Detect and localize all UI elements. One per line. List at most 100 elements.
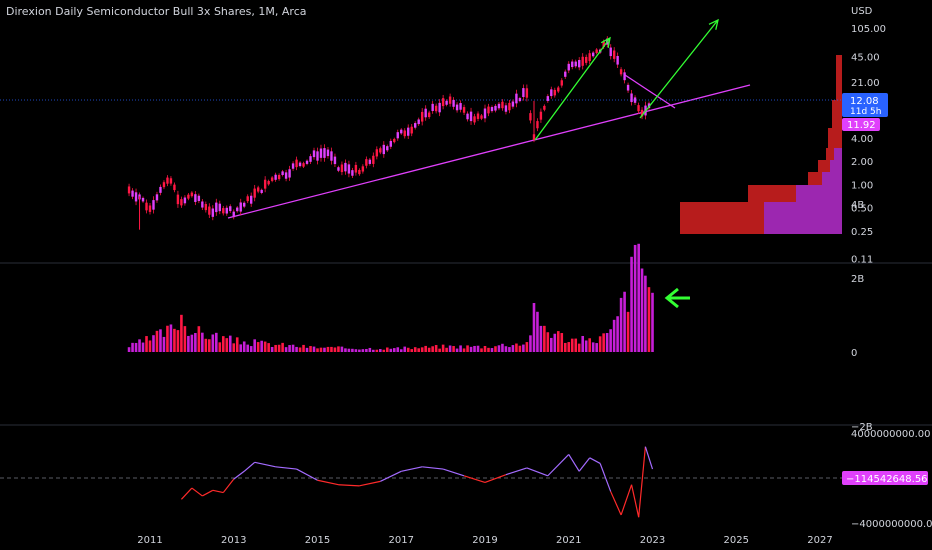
volume-bar: [434, 345, 438, 352]
candle-body: [400, 129, 403, 134]
second-price-tag: [842, 118, 880, 131]
volume-bar: [473, 345, 476, 352]
volume-tick-label: 2B: [851, 274, 864, 285]
candle-body: [567, 63, 570, 71]
volume-bar: [145, 336, 148, 352]
volume-bar: [525, 342, 529, 352]
volume-bar: [389, 348, 393, 352]
volume-bar: [410, 349, 414, 352]
volume-bar: [396, 347, 400, 352]
candle-body: [588, 53, 591, 62]
volume-profile-block: [836, 55, 842, 100]
candle-body: [518, 98, 522, 102]
volume-profile-block: [796, 185, 842, 202]
volume-bar: [326, 346, 330, 352]
price-tick-label: 4.00: [851, 134, 873, 145]
volume-bar: [651, 292, 654, 352]
volume-bar: [302, 344, 305, 352]
osc-segment: [599, 463, 612, 492]
volume-bar: [176, 330, 180, 352]
volume-bar: [563, 342, 567, 352]
candle-body: [466, 113, 469, 120]
candle-body: [427, 112, 431, 118]
candle-body: [546, 96, 550, 101]
volume-axis[interactable]: 4B 2B 0 −2B: [851, 200, 873, 433]
volume-bar: [208, 339, 211, 352]
volume-bar: [553, 333, 557, 352]
volume-bar: [162, 336, 166, 352]
time-tick-label: 2013: [221, 535, 246, 546]
candle-body: [354, 164, 358, 173]
candle-body: [222, 208, 225, 214]
osc-segment: [180, 487, 193, 500]
volume-bar: [539, 325, 543, 352]
candle-body: [508, 102, 511, 111]
volume-bar: [644, 275, 647, 352]
volume-bar: [626, 311, 630, 352]
arrow-annotations: [534, 18, 719, 309]
volume-bar: [277, 344, 281, 352]
price-tick-label: 45.00: [851, 52, 880, 63]
candle-body: [560, 80, 563, 86]
volume-bar: [194, 333, 197, 352]
candle-body: [211, 208, 215, 217]
candle-body: [187, 194, 190, 199]
time-tick-label: 2021: [556, 535, 581, 546]
volume-bar: [347, 348, 351, 352]
volume-bar: [354, 349, 358, 352]
green-arrow: [534, 37, 611, 141]
volume-bar: [605, 333, 609, 352]
volume-bar: [263, 341, 267, 352]
volume-bar: [323, 347, 326, 352]
osc-segment: [222, 478, 235, 493]
candle-body: [441, 98, 445, 107]
candle-body: [410, 126, 413, 134]
candle-body: [539, 111, 543, 120]
candle-body: [361, 166, 365, 172]
volume-bar: [201, 332, 204, 352]
candle-countdown: 11d 5h: [850, 107, 881, 117]
volume-bar: [256, 342, 260, 352]
osc-segment: [275, 466, 297, 470]
candle-body: [284, 172, 288, 179]
oscillator-axis[interactable]: 4000000000.00 −4000000000.00: [851, 429, 932, 530]
volume-bar: [173, 328, 176, 352]
volume-bar: [455, 348, 459, 352]
volume-bar: [420, 347, 424, 352]
volume-bar: [152, 335, 155, 352]
time-tick-label: 2015: [305, 535, 330, 546]
candle-body: [511, 101, 515, 107]
time-tick-label: 2023: [640, 535, 665, 546]
volume-profile-block: [834, 148, 842, 160]
candle-body: [448, 96, 452, 104]
candle-body: [225, 207, 228, 214]
volume-bar: [225, 338, 229, 352]
second-price-value: 11.92: [847, 120, 876, 131]
volume-bar: [633, 244, 637, 352]
candle-body: [469, 111, 473, 122]
osc-segment: [568, 454, 580, 472]
volume-bar: [508, 347, 511, 352]
price-tick-label: 1.00: [851, 180, 873, 191]
osc-segment: [296, 468, 318, 481]
time-axis[interactable]: 2011 2013 2015 2017 2019 2021 2023 2025 2027: [137, 535, 832, 546]
osc-value-tag: [842, 471, 928, 485]
price-tick-label: 0.25: [851, 227, 873, 238]
osc-segment: [243, 461, 256, 472]
candle-body: [536, 121, 539, 129]
candle-body: [183, 197, 187, 204]
volume-bar: [413, 347, 417, 352]
volume-bar: [640, 268, 644, 352]
volume-arrow-head: [664, 287, 679, 309]
osc-segment: [589, 457, 601, 464]
volume-bar: [379, 349, 382, 352]
volume-bar: [417, 348, 420, 352]
candle-body: [208, 206, 211, 215]
volume-bar: [466, 345, 469, 352]
arrow-head: [600, 36, 611, 48]
candle-body: [497, 103, 501, 109]
volume-profile-block: [830, 160, 842, 172]
volume-bar: [403, 346, 407, 352]
